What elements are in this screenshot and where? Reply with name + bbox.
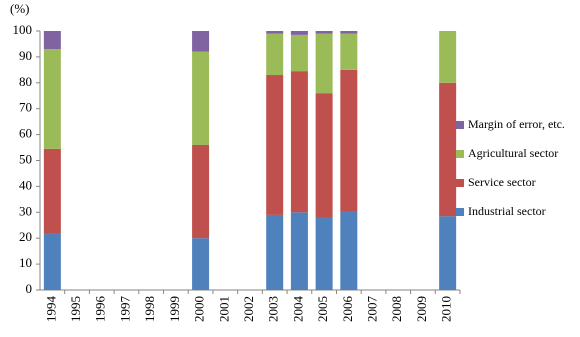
y-tick-label: 40	[19, 177, 32, 192]
bar-segment	[290, 71, 308, 213]
x-tick-label: 2008	[389, 296, 404, 322]
legend-label: Agricultural sector	[468, 146, 558, 160]
bar-segment	[192, 51, 210, 145]
y-tick-label: 0	[26, 281, 33, 296]
bar-segment	[340, 69, 358, 212]
x-tick-label: 2000	[192, 296, 207, 322]
x-tick-label: 1998	[142, 296, 157, 322]
bar-segment	[192, 238, 210, 290]
x-tick-label: 1994	[43, 296, 58, 323]
bar-segment	[340, 211, 358, 290]
legend-label: Industrial sector	[468, 204, 546, 218]
x-tick-label: 2001	[216, 296, 231, 322]
bar-segment	[340, 33, 358, 70]
x-tick-label: 2006	[340, 296, 355, 323]
bar-segment	[266, 75, 284, 215]
legend-swatch	[456, 150, 464, 158]
bar-segment	[290, 31, 308, 35]
x-tick-label: 2003	[266, 296, 281, 322]
bar-segment	[315, 93, 333, 218]
bar-segment	[439, 82, 457, 217]
bar-segment	[266, 33, 284, 76]
x-tick-label: 2004	[290, 296, 305, 323]
bar-segment	[290, 212, 308, 290]
bar-segment	[43, 31, 61, 50]
legend-swatch	[456, 121, 464, 129]
y-tick-label: 70	[19, 100, 32, 115]
x-tick-label: 2005	[315, 296, 330, 322]
x-tick-label: 1999	[167, 296, 182, 322]
y-tick-label: 80	[19, 74, 32, 89]
x-tick-label: 1997	[117, 296, 132, 323]
bar-segment	[266, 214, 284, 290]
bar-segment	[43, 233, 61, 290]
x-tick-label: 1995	[68, 296, 83, 322]
y-tick-label: 50	[19, 151, 32, 166]
bar-segment	[315, 33, 333, 94]
bar-segment	[192, 144, 210, 239]
legend-swatch	[456, 179, 464, 187]
x-tick-label: 2002	[241, 296, 256, 322]
bar-segment	[43, 148, 61, 234]
bar-segment	[290, 34, 308, 72]
x-tick-label: 2007	[365, 296, 380, 323]
bar-segment	[315, 31, 333, 34]
x-tick-label: 1996	[93, 296, 108, 323]
x-tick-label: 2009	[414, 296, 429, 322]
bar-segment	[439, 216, 457, 290]
bar-segment	[43, 49, 61, 149]
y-tick-label: 20	[19, 229, 32, 244]
y-tick-label: 90	[19, 48, 32, 63]
legend-label: Service sector	[468, 175, 536, 189]
y-tick-label: 100	[13, 22, 33, 37]
bar-segment	[266, 31, 284, 34]
bar-segment	[192, 31, 210, 52]
y-tick-label: 10	[19, 255, 32, 270]
bar-segment	[315, 217, 333, 290]
y-tick-label: 60	[19, 126, 32, 141]
bar-segment	[439, 31, 457, 83]
legend-swatch	[456, 208, 464, 216]
x-tick-label: 2010	[439, 296, 454, 322]
y-tick-label: 30	[19, 203, 32, 218]
legend-label: Margin of error, etc.	[468, 117, 565, 131]
y-unit-label: (%)	[10, 1, 30, 16]
bar-segment	[340, 31, 358, 34]
